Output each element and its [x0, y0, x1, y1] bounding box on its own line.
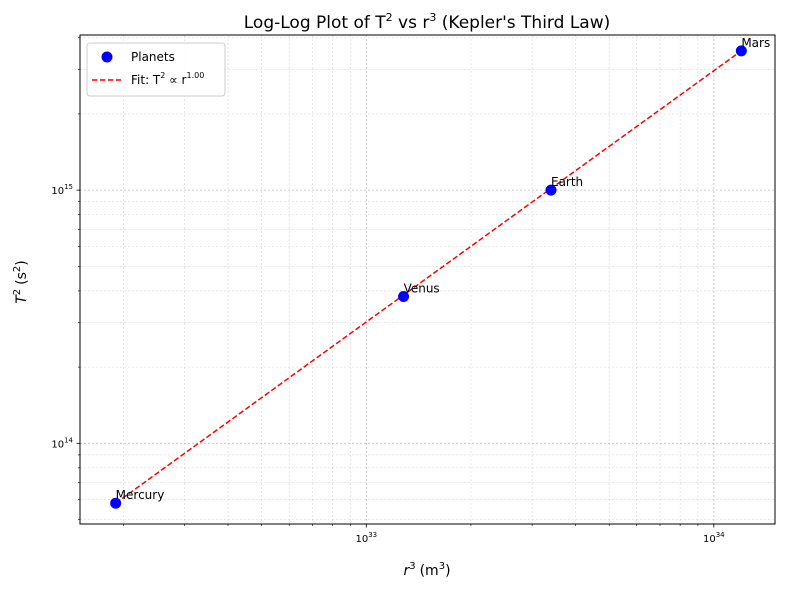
y-axis-label: T2(s2)	[12, 260, 30, 304]
legend-label-planets: Planets	[131, 50, 175, 64]
point-label-venus: Venus	[404, 282, 440, 296]
legend-marker-planets	[101, 51, 113, 63]
fit-line	[115, 50, 742, 504]
legend-frame	[86, 42, 226, 97]
legend: Planets Fit: T2 ∝ r1.00	[86, 42, 226, 97]
data-point-mars	[735, 45, 747, 57]
ticks: 1033 1034 1014 1015	[51, 37, 725, 545]
grid	[80, 35, 775, 524]
point-label-mars: Mars	[741, 36, 770, 50]
series: Mercury Venus Earth Mars	[110, 36, 770, 509]
legend-label-fit: Fit: T2 ∝ r1.00	[131, 71, 204, 87]
data-point-earth	[545, 184, 557, 196]
data-point-venus	[398, 291, 410, 303]
data-point-mercury	[110, 497, 122, 509]
y-tick-label: 1014	[51, 436, 73, 450]
y-tick-label: 1015	[51, 183, 73, 197]
x-tick-label: 1034	[703, 531, 725, 545]
point-label-mercury: Mercury	[116, 488, 165, 502]
chart-title: Log-Log Plot of T2 vs r3 (Kepler's Third…	[244, 11, 611, 33]
x-axis-label: r3 (m3)	[403, 561, 450, 579]
x-tick-label: 1033	[355, 531, 377, 545]
plot-frame	[79, 34, 776, 525]
point-label-earth: Earth	[551, 175, 583, 189]
